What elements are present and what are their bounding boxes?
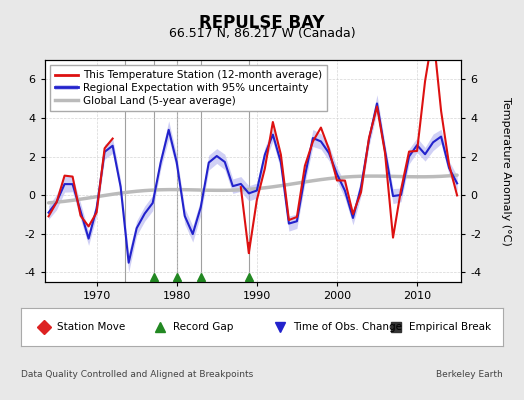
- Text: Record Gap: Record Gap: [173, 322, 233, 332]
- Text: Data Quality Controlled and Aligned at Breakpoints: Data Quality Controlled and Aligned at B…: [21, 370, 253, 379]
- Text: Station Move: Station Move: [57, 322, 125, 332]
- Text: REPULSE BAY: REPULSE BAY: [199, 14, 325, 32]
- Legend: This Temperature Station (12-month average), Regional Expectation with 95% uncer: This Temperature Station (12-month avera…: [50, 65, 328, 111]
- Text: 66.517 N, 86.217 W (Canada): 66.517 N, 86.217 W (Canada): [169, 27, 355, 40]
- Text: Time of Obs. Change: Time of Obs. Change: [293, 322, 402, 332]
- Y-axis label: Temperature Anomaly (°C): Temperature Anomaly (°C): [501, 97, 511, 245]
- Text: Empirical Break: Empirical Break: [409, 322, 491, 332]
- Text: Berkeley Earth: Berkeley Earth: [436, 370, 503, 379]
